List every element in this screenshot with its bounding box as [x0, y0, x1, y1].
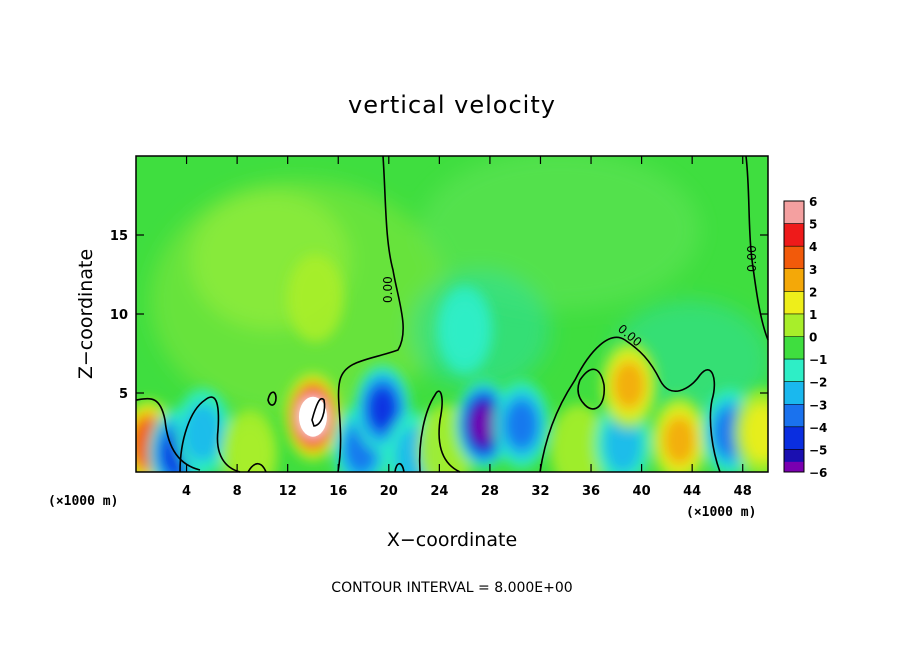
velocity-feature — [550, 404, 607, 472]
colorbar-band — [784, 246, 804, 270]
colorbar-band — [784, 201, 804, 225]
velocity-feature — [505, 400, 538, 449]
colorbar-label: 2 — [809, 285, 817, 299]
colorbar-label: −4 — [809, 421, 827, 435]
x-tick-label: 12 — [279, 484, 297, 499]
y-tick-label: 5 — [119, 387, 128, 402]
zero-contour-line — [418, 390, 461, 473]
x-tick-label: 40 — [633, 484, 651, 499]
zero-contour-line — [577, 368, 605, 410]
colorbar-band — [784, 268, 804, 292]
zero-contour-line — [135, 397, 201, 471]
velocity-feature — [470, 405, 497, 444]
contour-label: 0.00 — [745, 245, 759, 272]
colorbar-label: −5 — [809, 443, 827, 457]
x-axis-label: X−coordinate — [387, 529, 517, 551]
y-axis-label: Z−coordinate — [75, 249, 97, 379]
colorbar-band — [784, 381, 804, 405]
colorbar-band — [784, 404, 804, 428]
colorbar-label: 5 — [809, 218, 817, 232]
velocity-feature — [612, 361, 645, 410]
velocity-feature — [663, 416, 696, 465]
x-tick-label: 48 — [734, 484, 752, 499]
heatmap-field — [136, 156, 768, 472]
zero-contour-line — [179, 396, 241, 473]
colorbar-band — [784, 291, 804, 315]
contour-label: 0.00 — [381, 276, 395, 303]
colorbar: 6 5 4 3 2 1 0 −1 −2 −3 −4 −5 −6 — [783, 195, 827, 480]
colorbar-label: −3 — [809, 398, 827, 412]
velocity-feature — [367, 387, 397, 431]
colorbar-label: 3 — [809, 263, 817, 277]
velocity-feature — [603, 414, 642, 472]
zero-contour-line — [311, 398, 326, 427]
zero-contour-line — [337, 155, 404, 473]
velocity-feature — [230, 424, 269, 472]
zero-contour-line — [745, 155, 769, 341]
colorbar-label: 0 — [809, 331, 817, 345]
x-tick-label: 20 — [380, 484, 398, 499]
colorbar-label: 4 — [809, 240, 817, 254]
colorbar-label: 6 — [809, 195, 817, 209]
x-unit-label-right: (×1000 m) — [686, 505, 756, 520]
x-tick-label: 32 — [531, 484, 549, 499]
x-tick-label: 4 — [182, 484, 191, 499]
zero-contour-line — [539, 336, 721, 473]
colorbar-label: −2 — [809, 376, 827, 390]
zero-contour-line — [247, 462, 267, 473]
colorbar-label: −1 — [809, 353, 827, 367]
colorbar-band — [784, 461, 804, 472]
colorbar-band — [784, 223, 804, 247]
contour-interval: CONTOUR INTERVAL = 8.000E+00 — [331, 580, 572, 596]
zero-contour-line — [267, 391, 277, 406]
x-tick-label: 28 — [481, 484, 499, 499]
colorbar-band — [784, 426, 804, 450]
x-unit-label-left: (×1000 m) — [48, 494, 118, 509]
colorbar-label: 1 — [809, 308, 817, 322]
zero-contour-lines — [135, 155, 769, 473]
zero-contour-line — [394, 462, 405, 473]
x-tick-label: 8 — [233, 484, 242, 499]
x-tick-label: 36 — [582, 484, 600, 499]
chart-title: vertical velocity — [348, 91, 556, 119]
feature-layer — [136, 254, 768, 472]
y-tick-label: 15 — [110, 229, 128, 244]
velocity-feature — [742, 403, 768, 462]
velocity-feature — [287, 254, 344, 343]
x-axis: 4 8 12 16 20 24 28 32 36 40 44 48 — [182, 156, 752, 499]
velocity-feature — [445, 300, 484, 359]
velocity-feature — [183, 403, 222, 462]
colorbar-band — [784, 313, 804, 337]
x-tick-label: 24 — [430, 484, 448, 499]
colorbar-band — [784, 336, 804, 360]
colorbar-band — [784, 359, 804, 383]
y-axis: 5 10 15 — [110, 229, 768, 402]
x-tick-label: 16 — [329, 484, 347, 499]
colorbar-label: −6 — [809, 466, 827, 480]
y-tick-label: 10 — [110, 308, 128, 323]
x-tick-label: 44 — [683, 484, 701, 499]
